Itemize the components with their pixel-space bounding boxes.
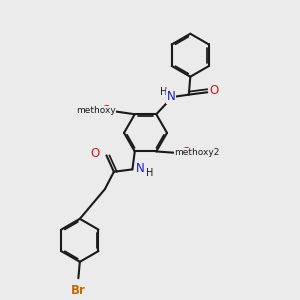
Text: O: O [91,147,100,161]
Text: O: O [209,84,218,97]
Text: O: O [101,104,110,117]
Text: N: N [167,90,175,103]
Text: N: N [136,162,145,175]
Text: H: H [146,168,153,178]
Text: H: H [160,87,168,97]
Text: O: O [181,146,190,160]
Text: methoxy2: methoxy2 [175,148,220,158]
Text: methoxy: methoxy [76,106,116,115]
Text: Br: Br [71,284,86,297]
